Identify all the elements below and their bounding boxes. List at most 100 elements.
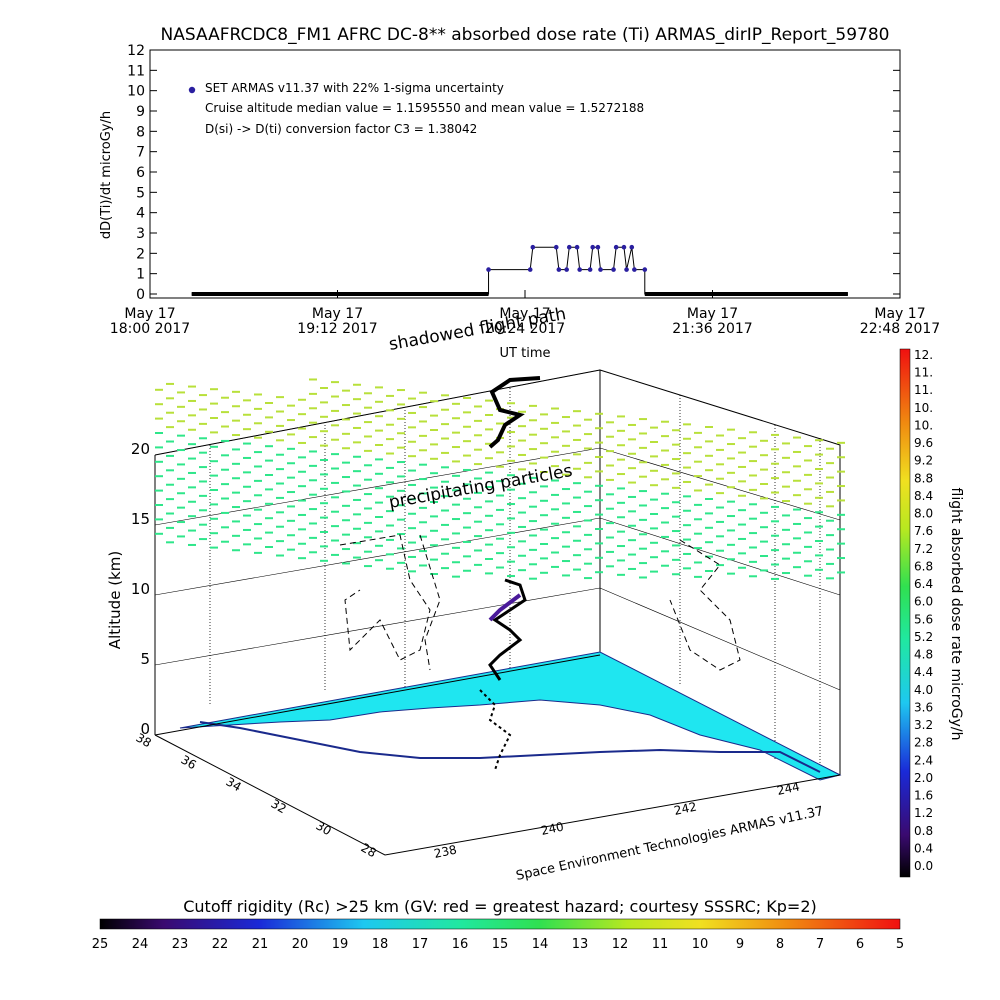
precip-mark	[188, 443, 196, 446]
precip-mark	[320, 401, 328, 404]
precip-mark	[573, 482, 581, 485]
precip-mark	[408, 440, 416, 443]
precip-mark	[397, 461, 405, 464]
precip-mark	[408, 541, 416, 544]
precip-mark	[793, 479, 801, 482]
precip-mark	[265, 502, 273, 505]
precip-mark	[408, 498, 416, 501]
precip-mark	[540, 427, 548, 430]
precip-mark	[771, 448, 779, 451]
precip-mark	[221, 511, 229, 514]
dose-rate-tick-label: 12.	[914, 348, 933, 362]
precip-mark	[694, 431, 702, 434]
precip-mark	[837, 528, 845, 531]
precip-mark	[573, 510, 581, 513]
precip-mark	[485, 529, 493, 532]
precip-mark	[683, 524, 691, 527]
cutoff-rigidity-title: Cutoff rigidity (Rc) >25 km (GV: red = g…	[183, 897, 817, 916]
dose-rate-tick-label: 9.2	[914, 454, 933, 468]
precip-mark	[595, 456, 603, 458]
precip-mark	[199, 394, 207, 397]
precip-mark	[309, 508, 317, 511]
precip-mark	[463, 411, 471, 414]
precip-mark	[210, 489, 218, 491]
precip-mark	[419, 492, 427, 495]
precip-mark	[441, 437, 449, 440]
precip-mark	[419, 550, 427, 553]
precip-mark	[694, 489, 702, 492]
y-tick-label: 10	[127, 84, 145, 100]
precip-mark	[683, 567, 691, 570]
precip-mark	[243, 514, 251, 517]
precip-mark	[540, 442, 548, 445]
dose-rate-series	[191, 244, 848, 296]
precip-mark	[320, 473, 328, 476]
precip-mark	[672, 515, 680, 518]
precip-mark	[276, 424, 284, 427]
precip-mark	[551, 522, 559, 525]
cutoff-rigidity-tick-label: 20	[292, 937, 309, 952]
precip-mark	[155, 518, 163, 521]
precip-mark	[639, 475, 647, 478]
precip-mark	[397, 417, 405, 420]
precip-mark	[386, 423, 394, 426]
precip-mark	[232, 448, 240, 451]
precipitating-particles-field	[155, 378, 845, 580]
precip-mark	[760, 540, 768, 543]
precip-mark	[782, 456, 790, 459]
precip-mark	[331, 409, 339, 412]
precip-mark	[683, 538, 691, 541]
precip-mark	[353, 455, 361, 458]
precip-mark	[496, 465, 504, 468]
precip-mark	[375, 472, 383, 475]
grid-line	[599, 447, 841, 521]
precip-mark	[672, 443, 680, 446]
precip-mark	[683, 552, 691, 555]
cutoff-rigidity-tick-label: 19	[332, 937, 349, 952]
precip-mark	[628, 467, 636, 470]
dose-rate-tick-label: 3.6	[914, 700, 933, 714]
legend-marker	[188, 86, 196, 94]
precip-mark	[738, 437, 746, 440]
precip-mark	[562, 545, 570, 548]
precip-mark	[683, 437, 691, 440]
precip-mark	[738, 537, 746, 540]
precip-mark	[595, 571, 603, 574]
precip-mark	[166, 498, 174, 501]
precip-mark	[221, 425, 229, 428]
precip-mark	[463, 540, 471, 543]
precip-mark	[617, 487, 625, 490]
precip-mark	[309, 551, 317, 554]
y-tick-label: 9	[136, 104, 145, 120]
x-tick-label-time: 21:36 2017	[672, 321, 752, 337]
precip-mark	[628, 452, 636, 455]
y-tick-label: 0	[136, 287, 145, 303]
grid-line	[154, 447, 601, 526]
precip-mark	[232, 534, 240, 537]
precip-mark	[771, 520, 779, 523]
precip-mark	[166, 541, 174, 544]
precip-mark	[650, 426, 658, 429]
precip-mark	[540, 571, 548, 574]
precip-mark	[661, 449, 669, 452]
precip-mark	[375, 415, 383, 418]
precip-mark	[617, 444, 625, 447]
precip-mark	[716, 434, 724, 437]
precip-mark	[837, 571, 845, 574]
precip-mark	[672, 530, 680, 533]
precip-mark	[342, 432, 350, 435]
precip-mark	[771, 534, 779, 537]
precip-mark	[595, 412, 603, 415]
precip-mark	[166, 526, 174, 529]
dose-rate-tick-label: 1.6	[914, 789, 933, 803]
precip-mark	[419, 406, 427, 409]
precip-mark	[375, 487, 383, 490]
precip-mark	[452, 417, 460, 420]
precip-mark	[452, 575, 460, 578]
precip-mark	[210, 503, 218, 506]
legend-line-3: D(si) -> D(ti) conversion factor C3 = 1.…	[205, 122, 477, 136]
precip-mark	[738, 552, 746, 555]
x-tick-label-time: 20:24 2017	[485, 321, 565, 337]
precip-mark	[397, 489, 405, 492]
